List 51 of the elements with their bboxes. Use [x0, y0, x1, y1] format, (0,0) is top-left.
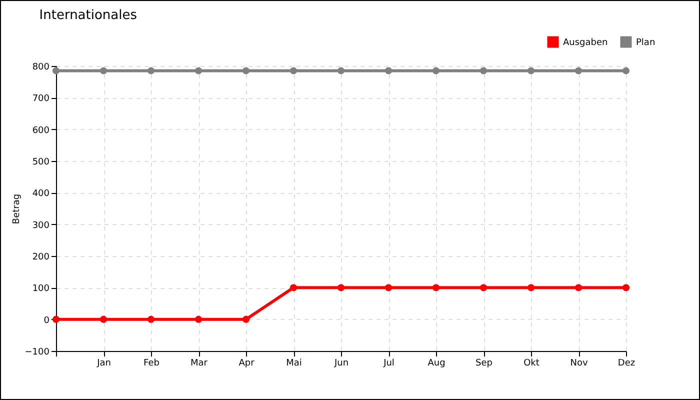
x-tick-label: Mar	[190, 358, 208, 368]
point	[52, 316, 60, 323]
point	[242, 67, 250, 74]
x-tick-label: Okt	[524, 358, 540, 368]
point	[242, 316, 250, 323]
point	[337, 67, 345, 74]
y-tick-label: 700	[32, 94, 50, 104]
y-tick-label: 500	[32, 158, 50, 168]
x-tick-label: Aug	[428, 358, 446, 368]
legend-label: Plan	[636, 38, 656, 48]
y-tick-label: 800	[32, 62, 50, 72]
point	[384, 67, 392, 74]
point	[527, 67, 535, 74]
point	[100, 67, 108, 74]
point	[147, 316, 155, 323]
legend-label: Ausgaben	[563, 38, 608, 48]
point	[290, 284, 298, 292]
x-tick-label: Jan	[96, 358, 111, 368]
point	[574, 284, 582, 292]
point	[574, 67, 582, 74]
y-tick-label: −100	[24, 348, 50, 358]
point	[194, 316, 202, 323]
y-axis-title: Betrag	[12, 194, 22, 224]
y-tick-label: 400	[32, 189, 50, 200]
point	[527, 284, 535, 292]
point	[480, 284, 488, 292]
point	[290, 67, 298, 74]
y-tick-label: 300	[32, 220, 50, 231]
y-tick-label: 100	[32, 284, 50, 294]
chart-title: Internationales	[39, 8, 138, 23]
y-tick-label: 200	[32, 252, 50, 262]
x-tick-label: Sep	[476, 358, 493, 368]
x-tick-label: Jul	[382, 358, 394, 368]
point	[194, 67, 202, 74]
point	[337, 284, 345, 292]
x-tick-label: Dez	[618, 358, 636, 368]
point	[147, 67, 155, 74]
x-tick-label: Apr	[238, 358, 255, 368]
point	[480, 67, 488, 74]
y-tick-label: 600	[32, 126, 50, 136]
point	[622, 284, 630, 292]
point	[384, 284, 392, 292]
x-tick-label: Feb	[144, 358, 160, 368]
y-tick-label: 0	[44, 316, 50, 326]
x-tick-label: Mai	[286, 358, 302, 368]
x-tick-label: Jun	[333, 358, 349, 368]
point	[432, 284, 440, 292]
point	[100, 316, 108, 323]
point	[432, 67, 440, 74]
point	[622, 67, 630, 74]
x-tick-label: Nov	[570, 358, 588, 368]
